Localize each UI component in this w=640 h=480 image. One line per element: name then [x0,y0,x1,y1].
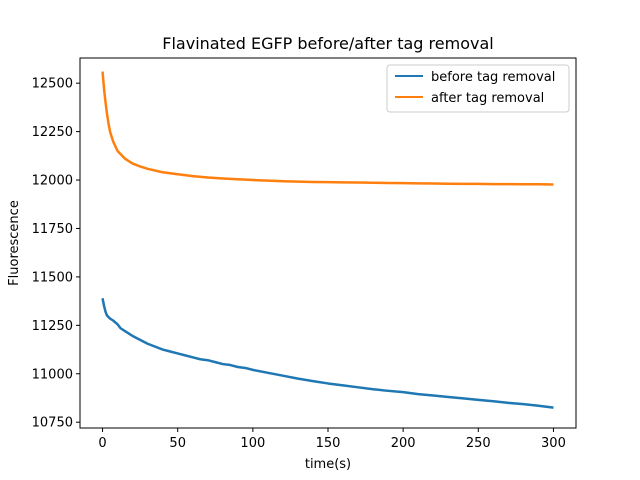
x-tick-label: 200 [391,436,416,451]
y-tick-label: 11000 [32,367,73,382]
x-axis-ticks: 0 50 100 150 200 250 300 [98,428,566,451]
series-layer [101,71,554,409]
legend: before tag removal after tag removal [386,64,570,113]
series-line-before [101,297,554,409]
x-tick-label: 50 [169,436,186,451]
y-tick-label: 11500 [32,270,73,285]
legend-box [386,64,570,113]
y-axis-label: Fluorescence [7,200,22,286]
legend-label-after: after tag removal [431,91,544,106]
x-tick-label: 250 [466,436,491,451]
series-line-after [101,71,554,186]
x-tick-label: 0 [98,436,106,451]
x-tick-label: 100 [240,436,265,451]
y-tick-label: 10750 [32,416,73,431]
y-tick-label: 12250 [32,125,73,140]
y-tick-label: 11750 [32,222,73,237]
y-tick-label: 12000 [32,174,73,189]
x-axis-label: time(s) [305,457,351,472]
x-tick-label: 300 [541,436,566,451]
y-tick-label: 12500 [32,77,73,92]
y-axis-ticks: 10750 11000 11250 11500 11750 12000 12250 12500 [32,77,80,431]
legend-label-before: before tag removal [431,70,555,85]
x-tick-label: 150 [316,436,341,451]
y-tick-label: 11250 [32,319,73,334]
chart-title: Flavinated EGFP before/after tag removal [162,34,493,53]
